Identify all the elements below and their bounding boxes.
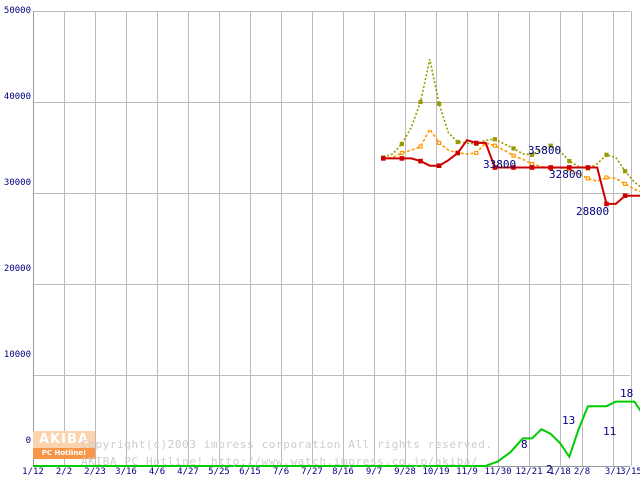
watermark-logo-bottom: PC Hotline! — [33, 448, 95, 459]
series-marker-max-price — [585, 166, 591, 171]
x-axis-tick-label: 4/27 — [177, 467, 199, 477]
x-axis-tick-label: 10/19 — [422, 467, 450, 477]
data-point-label: 8 — [521, 438, 528, 451]
series-marker-average-price — [437, 140, 442, 145]
x-axis-tick-label: 2/8 — [573, 467, 591, 477]
series-marker-min-price — [529, 165, 535, 170]
series-marker-min-price — [474, 140, 479, 146]
series-marker-min-price — [455, 150, 461, 156]
x-axis-tick-label: 1/18 — [549, 467, 571, 477]
series-marker-min-price — [399, 156, 405, 161]
series-marker-max-price — [622, 169, 628, 174]
y-axis-tick-label: 0 — [25, 436, 31, 446]
series-marker-average-price — [399, 150, 404, 156]
series-marker-average-price — [474, 150, 479, 156]
series-marker-max-price — [455, 139, 460, 145]
x-axis-tick-label: 3/1 — [604, 467, 622, 477]
data-point-label: 32800 — [549, 168, 583, 181]
y-axis-tick-label: 20000 — [3, 264, 31, 274]
data-point-label: 33800 — [483, 158, 517, 171]
series-marker-max-price — [399, 141, 404, 146]
x-axis-tick-label: 6/15 — [239, 467, 261, 477]
x-axis-tick-label: 2/23 — [84, 467, 106, 477]
series-marker-average-price — [381, 156, 386, 161]
series-min-price — [383, 139, 640, 205]
x-axis-tick-label: 3/15 — [620, 467, 640, 477]
series-marker-average-price — [492, 143, 497, 148]
x-axis-tick-label: 11/9 — [456, 467, 478, 477]
x-axis-tick-label: 9/7 — [365, 467, 383, 477]
x-axis-tick-label: 11/30 — [484, 467, 512, 477]
series-marker-max-price — [511, 146, 516, 151]
akiba-watermark-logo: AKIBA PC Hotline! — [33, 431, 95, 463]
y-axis-tick-label: 30000 — [3, 178, 31, 188]
x-axis-tick-label: 4/6 — [148, 467, 166, 477]
series-marker-min-price — [436, 163, 442, 169]
series-marker-min-price — [418, 158, 423, 164]
series-marker-max-price — [567, 159, 572, 164]
series-marker-max-price — [418, 99, 423, 105]
series-marker-average-price — [622, 181, 628, 186]
copyright-text: Copyright(c)2003 impress corporation All… — [81, 438, 493, 451]
y-axis-tick-label: 10000 — [3, 350, 31, 360]
series-marker-max-price — [492, 137, 497, 142]
series-marker-max-price — [474, 141, 479, 146]
series-marker-average-price — [585, 176, 591, 181]
series-marker-average-price — [511, 153, 516, 158]
x-axis-tick-label: 1/12 — [22, 467, 44, 477]
x-axis-tick-label: 5/25 — [208, 467, 230, 477]
data-point-label: 35800 — [528, 144, 562, 157]
series-shop-count — [33, 400, 640, 467]
series-marker-average-price — [604, 175, 609, 180]
y-axis-tick-label: 50000 — [3, 6, 31, 16]
series-marker-max-price — [381, 155, 386, 160]
y-axis-tick-label: 40000 — [3, 92, 31, 102]
data-point-label: 11 — [603, 425, 617, 438]
series-marker-max-price — [604, 152, 609, 157]
x-axis-tick-label: 8/16 — [332, 467, 354, 477]
x-axis-tick-label: 12/21 — [515, 467, 543, 477]
x-axis-tick-label: 2/2 — [55, 467, 73, 477]
watermark-logo-top: AKIBA — [33, 431, 95, 448]
series-marker-average-price — [529, 161, 535, 166]
series-marker-max-price — [437, 101, 442, 106]
x-axis-tick-label: 3/16 — [115, 467, 137, 477]
data-point-label: 18 — [620, 387, 634, 400]
x-axis-tick-label: 7/6 — [272, 467, 290, 477]
series-marker-min-price — [622, 193, 628, 199]
data-point-label: 13 — [562, 414, 576, 427]
source-url-text: AKIBA PC Hotline! http://www.watch.impre… — [81, 455, 479, 468]
data-point-label: 2 — [546, 463, 553, 476]
series-marker-average-price — [455, 150, 460, 156]
x-axis-tick-label: 7/27 — [301, 467, 323, 477]
series-marker-min-price — [585, 165, 591, 170]
x-axis-tick-label: 9/28 — [394, 467, 416, 477]
series-marker-min-price — [381, 156, 386, 161]
data-point-label: 28800 — [576, 205, 610, 218]
series-marker-average-price — [418, 144, 423, 149]
